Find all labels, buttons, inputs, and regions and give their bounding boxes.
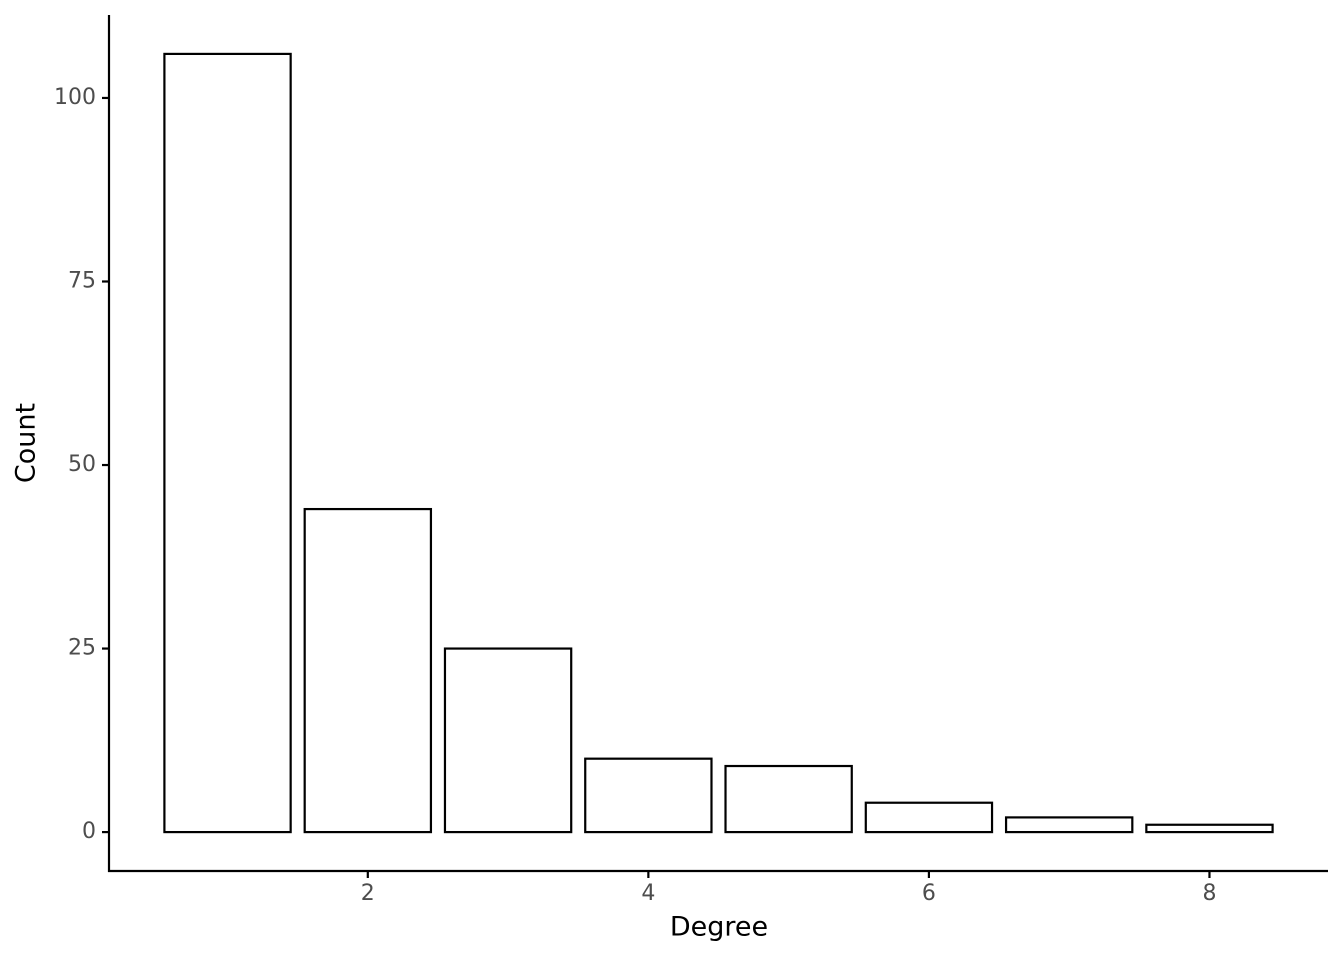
- bar: [1145, 823, 1274, 834]
- bar: [864, 801, 994, 834]
- x-tick-label: 8: [1202, 881, 1216, 906]
- y-tick-label: 50: [68, 452, 96, 477]
- bar: [584, 757, 713, 834]
- y-axis-title: Count: [11, 403, 42, 483]
- bar: [303, 507, 433, 834]
- y-tick-label: 75: [68, 268, 96, 293]
- y-tick-label: 100: [54, 85, 96, 110]
- x-axis-title: Degree: [670, 912, 768, 943]
- x-tick-label: 4: [641, 881, 655, 906]
- bar: [1004, 816, 1134, 834]
- bar: [163, 52, 292, 834]
- bar: [443, 647, 573, 834]
- bar: [724, 764, 853, 834]
- y-tick-label: 25: [68, 636, 96, 661]
- y-tick-label: 0: [82, 819, 96, 844]
- x-tick-label: 6: [922, 881, 936, 906]
- x-tick-label: 2: [361, 881, 375, 906]
